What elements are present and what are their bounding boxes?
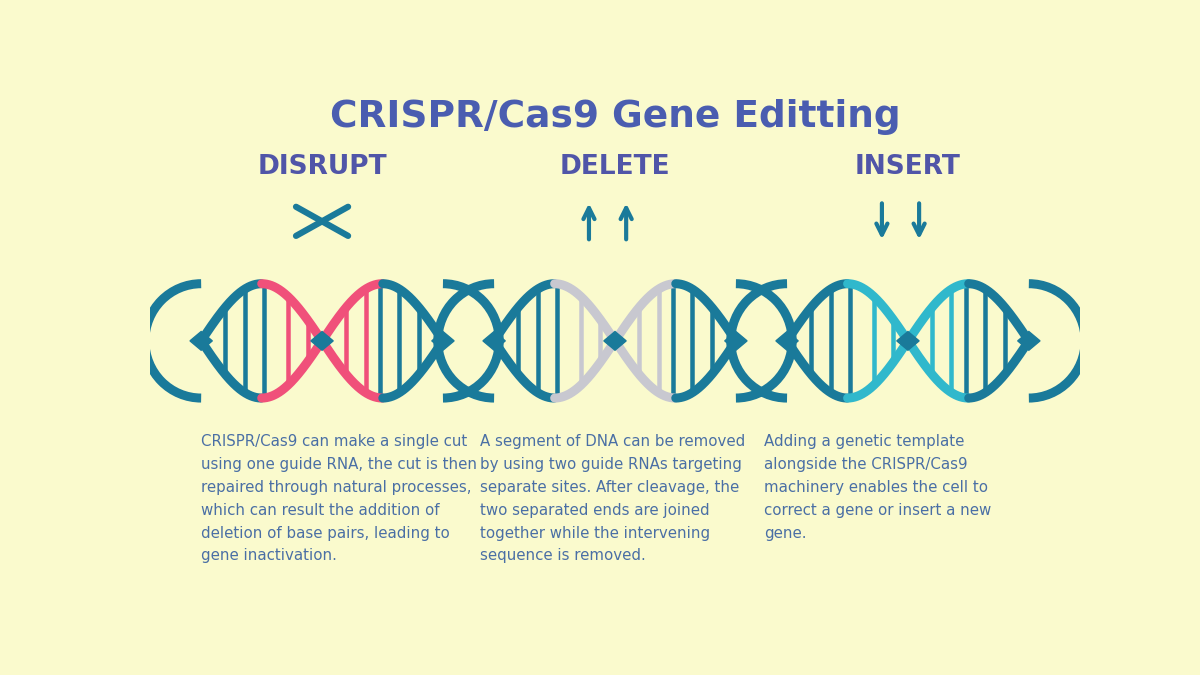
Text: DISRUPT: DISRUPT xyxy=(257,154,386,180)
Polygon shape xyxy=(1018,331,1040,350)
Text: CRISPR/Cas9 can make a single cut
using one guide RNA, the cut is then
repaired : CRISPR/Cas9 can make a single cut using … xyxy=(202,435,478,564)
Text: DELETE: DELETE xyxy=(559,154,671,180)
Polygon shape xyxy=(311,331,334,350)
Polygon shape xyxy=(896,331,919,350)
Polygon shape xyxy=(725,331,748,350)
Polygon shape xyxy=(190,331,212,350)
Text: Adding a genetic template
alongside the CRISPR/Cas9
machinery enables the cell t: Adding a genetic template alongside the … xyxy=(764,435,991,541)
Text: A segment of DNA can be removed
by using two guide RNAs targeting
separate sites: A segment of DNA can be removed by using… xyxy=(480,435,745,564)
Text: CRISPR/Cas9 Gene Editting: CRISPR/Cas9 Gene Editting xyxy=(330,99,900,135)
Text: INSERT: INSERT xyxy=(856,154,961,180)
Polygon shape xyxy=(776,331,798,350)
Polygon shape xyxy=(432,331,454,350)
Polygon shape xyxy=(482,331,505,350)
Polygon shape xyxy=(604,331,626,350)
